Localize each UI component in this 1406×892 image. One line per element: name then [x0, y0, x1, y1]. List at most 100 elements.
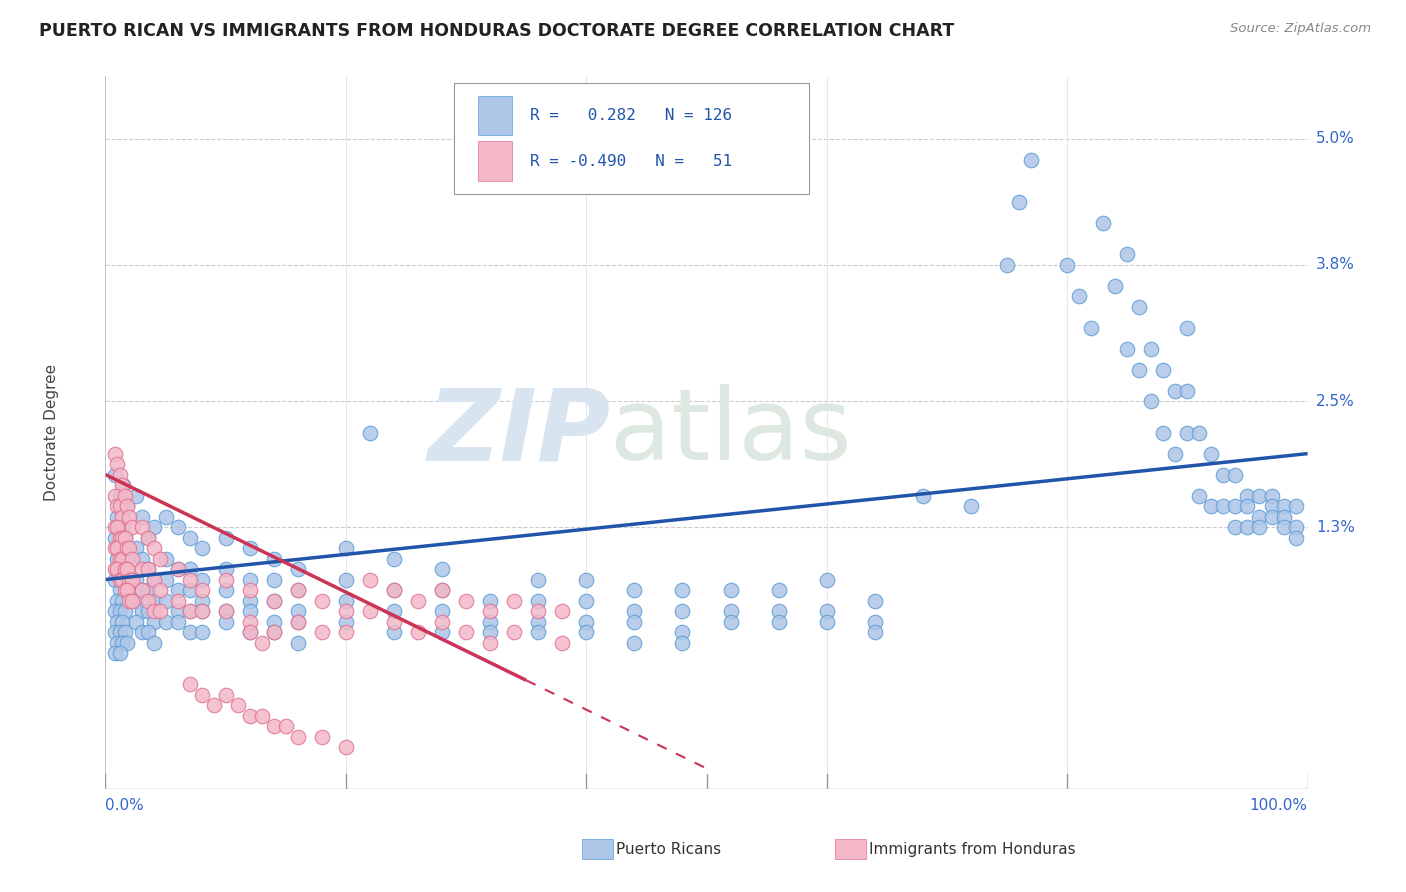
Point	[479, 604, 502, 618]
Point	[335, 625, 357, 640]
Point	[166, 562, 188, 576]
Point	[190, 688, 212, 702]
Point	[382, 625, 405, 640]
Point	[107, 457, 129, 471]
Point	[768, 582, 790, 597]
Point	[114, 582, 136, 597]
Point	[815, 573, 838, 587]
Point	[1236, 489, 1258, 503]
Point	[575, 593, 598, 607]
Point	[155, 509, 177, 524]
Point	[114, 562, 136, 576]
Point	[335, 740, 357, 755]
Point	[115, 499, 138, 513]
Point	[503, 625, 526, 640]
Point	[131, 582, 153, 597]
Point	[1116, 342, 1139, 356]
Point	[671, 582, 693, 597]
Point	[155, 615, 177, 629]
Point	[214, 582, 236, 597]
Point	[107, 593, 129, 607]
Point	[115, 499, 138, 513]
Point	[1236, 499, 1258, 513]
Point	[107, 509, 129, 524]
Point	[815, 604, 838, 618]
Point	[1008, 194, 1031, 209]
Point	[1140, 394, 1163, 409]
Point	[287, 615, 309, 629]
Point	[155, 573, 177, 587]
Point	[166, 562, 188, 576]
Point	[287, 562, 309, 576]
Text: Doctorate Degree: Doctorate Degree	[44, 364, 59, 501]
Point	[190, 604, 212, 618]
Point	[111, 509, 134, 524]
Point	[239, 541, 262, 555]
Point	[863, 625, 886, 640]
Text: R =   0.282   N = 126: R = 0.282 N = 126	[530, 108, 733, 123]
Point	[190, 625, 212, 640]
Text: 0.0%: 0.0%	[105, 798, 145, 813]
Point	[1249, 509, 1271, 524]
Point	[1284, 499, 1306, 513]
Point	[190, 604, 212, 618]
Point	[190, 582, 212, 597]
Point	[250, 635, 273, 649]
Point	[335, 615, 357, 629]
Point	[114, 604, 136, 618]
Point	[815, 615, 838, 629]
Point	[1152, 362, 1174, 376]
Point	[623, 635, 645, 649]
Point	[108, 541, 131, 555]
Point	[239, 593, 262, 607]
Point	[551, 604, 574, 618]
Text: R = -0.490   N =   51: R = -0.490 N = 51	[530, 153, 733, 169]
Text: Immigrants from Honduras: Immigrants from Honduras	[869, 842, 1076, 856]
Point	[166, 604, 188, 618]
Point	[155, 551, 177, 566]
Point	[454, 593, 477, 607]
Point	[166, 615, 188, 629]
Point	[108, 604, 131, 618]
Point	[479, 635, 502, 649]
Point	[131, 520, 153, 534]
Point	[239, 625, 262, 640]
Point	[527, 615, 550, 629]
Point	[136, 562, 159, 576]
Point	[148, 604, 170, 618]
Point	[406, 593, 429, 607]
Point	[239, 582, 262, 597]
Point	[623, 604, 645, 618]
Point	[108, 582, 131, 597]
Point	[1175, 384, 1198, 398]
Point	[179, 677, 201, 691]
Point	[107, 520, 129, 534]
Point	[239, 573, 262, 587]
Point	[1284, 520, 1306, 534]
Point	[382, 604, 405, 618]
Point	[136, 562, 159, 576]
Point	[115, 551, 138, 566]
Text: 100.0%: 100.0%	[1250, 798, 1308, 813]
Point	[287, 635, 309, 649]
Point	[1080, 320, 1102, 334]
Point	[111, 615, 134, 629]
Point	[1201, 499, 1223, 513]
Point	[142, 541, 165, 555]
Point	[623, 582, 645, 597]
Point	[382, 582, 405, 597]
FancyBboxPatch shape	[454, 83, 808, 194]
Point	[108, 489, 131, 503]
Point	[1272, 499, 1295, 513]
Point	[768, 615, 790, 629]
Point	[1212, 499, 1234, 513]
Point	[454, 625, 477, 640]
Point	[720, 615, 742, 629]
Point	[179, 582, 201, 597]
Text: PUERTO RICAN VS IMMIGRANTS FROM HONDURAS DOCTORATE DEGREE CORRELATION CHART: PUERTO RICAN VS IMMIGRANTS FROM HONDURAS…	[39, 22, 955, 40]
Point	[179, 562, 201, 576]
Point	[142, 635, 165, 649]
Point	[111, 573, 134, 587]
Point	[239, 709, 262, 723]
Point	[124, 573, 146, 587]
